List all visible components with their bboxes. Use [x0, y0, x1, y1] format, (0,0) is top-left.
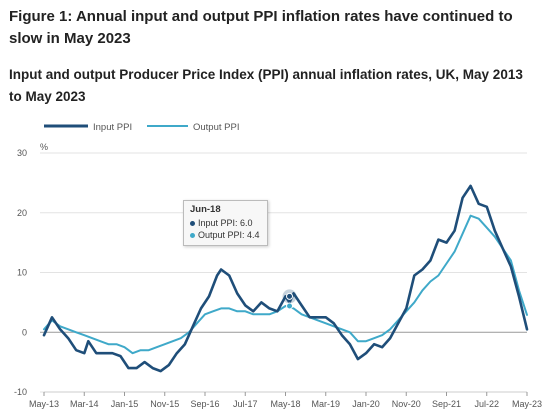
x-tick-label: Nov-20: [392, 399, 421, 409]
tooltip-dot-input: [190, 221, 195, 227]
chart-grid: [40, 152, 527, 393]
x-tick-label: May-18: [270, 399, 300, 409]
x-tick-label: Sep-16: [190, 399, 219, 409]
x-tick-label: Jul-22: [474, 399, 499, 409]
tooltip-row-input: Input PPI: 6.0: [190, 217, 261, 229]
legend-label-input: Input PPI: [93, 122, 132, 133]
tooltip-dot-output: [190, 233, 195, 239]
x-tick-label: Sep-21: [432, 399, 461, 409]
legend-label-output: Output PPI: [193, 122, 239, 133]
x-tick-label: Jul-17: [233, 399, 258, 409]
x-tick-label: Mar-14: [70, 399, 99, 409]
chart-legend: Input PPI Output PPI: [44, 122, 239, 133]
figure-subtitle: Input and output Producer Price Index (P…: [9, 67, 523, 104]
y-tick-label: 10: [17, 268, 27, 278]
y-tick-label: -10: [14, 387, 27, 397]
tooltip-row-output: Output PPI: 4.4: [190, 229, 261, 241]
y-tick-label: 30: [17, 148, 27, 158]
x-tick-label: May-13: [29, 399, 59, 409]
y-tick-label: 0: [22, 327, 27, 337]
chart-series: [42, 184, 529, 373]
chart-tooltip: Jun-18 Input PPI: 6.0 Output PPI: 4.4: [183, 200, 268, 246]
x-tick-label: Jan-20: [352, 399, 380, 409]
x-axis: May-13 Mar-14 Jan-15 Nov-15 Sep-16 Jul-17 May-…: [29, 391, 542, 409]
series-line-output-ppi: [43, 214, 528, 355]
x-tick-label: May-23: [512, 399, 542, 409]
y-axis: -10 0 10 20 30: [14, 148, 27, 397]
hover-markers: [282, 289, 297, 310]
tooltip-text-output: Output PPI: 4.4: [198, 230, 260, 240]
y-axis-unit-label: %: [40, 142, 48, 152]
x-tick-label: Nov-15: [150, 399, 179, 409]
figure-title: Figure 1: Annual input and output PPI in…: [9, 8, 513, 47]
hover-point-output: [286, 302, 294, 310]
y-tick-label: 20: [17, 208, 27, 218]
hover-point-input: [286, 292, 294, 300]
x-tick-label: Mar-19: [311, 399, 340, 409]
tooltip-title: Jun-18: [190, 204, 221, 215]
x-tick-label: Jan-15: [111, 399, 139, 409]
series-line-input-ppi: [42, 184, 529, 373]
tooltip-text-input: Input PPI: 6.0: [198, 218, 253, 228]
